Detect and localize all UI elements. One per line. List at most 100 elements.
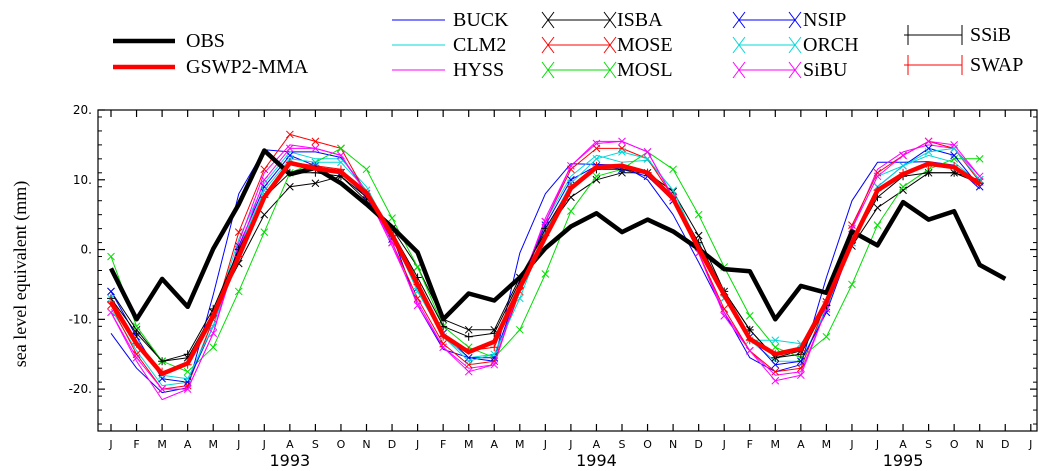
data-point (260, 210, 269, 219)
month-label: A (797, 438, 805, 451)
data-point (745, 346, 754, 355)
year-label: 1995 (883, 451, 924, 470)
series-sibu (107, 137, 984, 393)
month-label: A (490, 438, 498, 451)
series-line (110, 151, 981, 387)
legend-marker (541, 11, 555, 29)
y-tick-label: 0. (81, 243, 92, 257)
data-point (771, 360, 780, 369)
data-point (388, 214, 396, 223)
data-point (669, 165, 677, 174)
axes-layer: 20. 10. 0. -10. -20. J F M A M J J A S O N D J F M A M J J A S O N D… (69, 103, 1037, 470)
data-point (771, 336, 780, 345)
data-point (464, 360, 473, 369)
data-point (796, 357, 805, 366)
data-point (260, 175, 269, 184)
series-line (110, 147, 981, 380)
data-point (873, 172, 882, 181)
data-point (413, 301, 422, 310)
data-point (158, 385, 166, 393)
plot-frame (97, 109, 1038, 432)
month-label: O (337, 438, 346, 451)
data-point (796, 371, 805, 380)
series-line (110, 133, 981, 390)
data-point (618, 148, 626, 156)
legend-label: NSIP (803, 9, 846, 31)
series-layer (107, 130, 1007, 401)
month-label: M (208, 438, 218, 451)
legend-item-hyss: HYSS (392, 59, 504, 81)
data-point (311, 179, 320, 188)
data-point (464, 332, 473, 341)
data-point (899, 186, 907, 195)
month-label: M (515, 438, 525, 451)
legend-item-swap: SWAP (904, 54, 1023, 76)
data-point (873, 168, 882, 177)
data-point (234, 228, 243, 236)
month-label: A (286, 438, 294, 451)
data-point (924, 148, 933, 156)
data-point (899, 161, 907, 170)
data-point (618, 144, 626, 153)
legend-item-clm2: CLM2 (392, 34, 506, 56)
data-point (158, 374, 166, 383)
month-label: J (108, 438, 112, 451)
month-label: A (593, 438, 601, 451)
month-label: J (849, 438, 853, 451)
data-point (771, 343, 780, 352)
data-point (873, 203, 882, 212)
series-clm2 (110, 151, 981, 387)
data-point (260, 165, 269, 174)
data-point (183, 374, 192, 383)
month-label: S (312, 438, 319, 451)
legend-item-mose: MOSE (541, 34, 673, 56)
series-line (110, 147, 980, 373)
data-point (771, 376, 780, 385)
data-point (107, 308, 115, 317)
series-isba (107, 168, 984, 366)
series-swap (107, 158, 984, 376)
data-point (132, 322, 141, 331)
data-point (132, 353, 141, 362)
data-point (490, 343, 499, 352)
series-gswp2-mma (109, 160, 981, 377)
data-point (924, 144, 933, 153)
y-axis-label: sea level equivalent (mm) (10, 181, 31, 367)
legend-marker (732, 61, 746, 79)
month-label: J (543, 438, 547, 451)
plot-area: 20. 10. 0. -10. -20. J F M A M J J A S O N D J F M A M J J A S O N D… (69, 103, 1038, 470)
month-label: A (899, 438, 907, 451)
month-label: F (747, 438, 753, 451)
y-tick-label: -10. (69, 312, 92, 326)
data-point (592, 172, 601, 181)
data-point (490, 360, 499, 369)
y-tick-label: -20. (69, 382, 92, 396)
data-point (950, 168, 959, 177)
month-label: J (236, 438, 240, 451)
data-point (618, 137, 626, 146)
data-point (720, 312, 729, 320)
legend-marker (541, 61, 555, 79)
data-point (592, 154, 601, 163)
year-label: 1994 (576, 451, 617, 470)
legend-label: SiBU (803, 59, 848, 81)
month-label: O (950, 438, 959, 451)
legend-label: CLM2 (453, 34, 506, 56)
legend-marker (603, 11, 617, 29)
data-point (285, 182, 294, 191)
data-point (950, 141, 959, 149)
legend-marker (732, 36, 746, 54)
series-nsip (107, 144, 984, 387)
month-label: J (1028, 438, 1032, 451)
series-line (110, 140, 981, 401)
legend-marker (603, 61, 617, 79)
legend-label: GSWP2-MMA (186, 56, 309, 78)
month-label: J (722, 438, 726, 451)
legend-item-obs: OBS (113, 30, 225, 52)
month-label: M (822, 438, 832, 451)
data-point (285, 144, 294, 153)
data-point (745, 312, 754, 320)
data-point (439, 339, 448, 348)
data-point (899, 151, 907, 160)
